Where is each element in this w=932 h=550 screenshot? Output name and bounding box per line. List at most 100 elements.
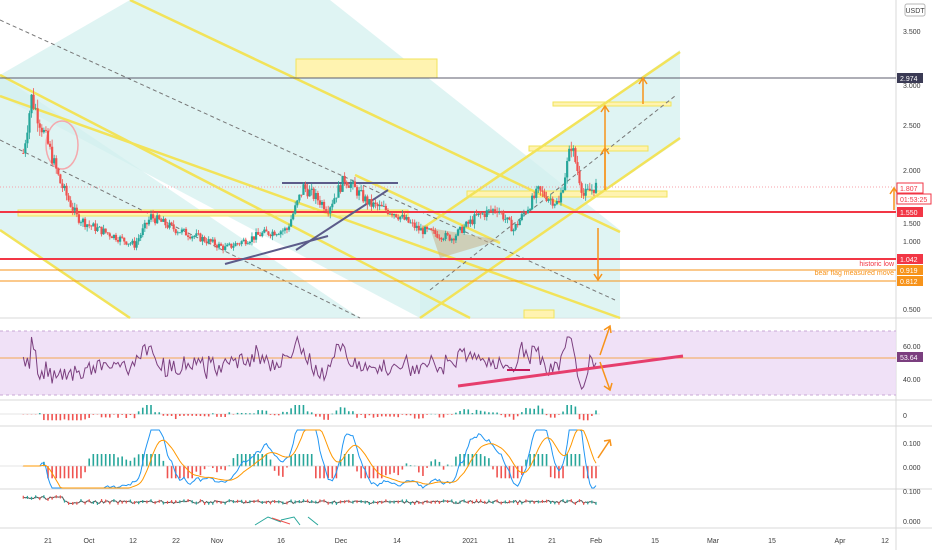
candle-body[interactable] bbox=[440, 237, 443, 240]
candle-body[interactable] bbox=[61, 183, 64, 189]
candle-body[interactable] bbox=[415, 225, 418, 228]
candle-body[interactable] bbox=[549, 198, 552, 200]
candle-body[interactable] bbox=[51, 146, 54, 164]
candle-body[interactable] bbox=[566, 161, 569, 178]
candle-body[interactable] bbox=[193, 235, 196, 237]
candle-body[interactable] bbox=[409, 222, 412, 224]
candle-body[interactable] bbox=[526, 209, 530, 214]
candle-body[interactable] bbox=[512, 229, 515, 232]
time-axis[interactable]: 21 Oct 12 22 Nov 16 Dec 14 2021 11 21 Fe… bbox=[44, 538, 889, 545]
candle-body[interactable] bbox=[570, 148, 573, 151]
candle-body[interactable] bbox=[300, 194, 303, 196]
candle-body[interactable] bbox=[376, 203, 379, 207]
candle-body[interactable] bbox=[55, 158, 58, 169]
candle-body[interactable] bbox=[119, 236, 122, 242]
countdown-tag[interactable]: 01:53:25 bbox=[896, 193, 932, 205]
candle-body[interactable] bbox=[551, 198, 554, 206]
candle-body[interactable] bbox=[528, 209, 532, 210]
candle-body[interactable] bbox=[24, 143, 27, 154]
candle-body[interactable] bbox=[374, 202, 377, 204]
candle-body[interactable] bbox=[353, 181, 357, 188]
candle-body[interactable] bbox=[275, 234, 278, 236]
candle-body[interactable] bbox=[298, 194, 301, 201]
candle-body[interactable] bbox=[166, 225, 169, 228]
candlestick-series[interactable] bbox=[22, 88, 598, 254]
candle-body[interactable] bbox=[281, 230, 284, 232]
candle-body[interactable] bbox=[112, 234, 116, 239]
candle-body[interactable] bbox=[48, 143, 52, 147]
candle-body[interactable] bbox=[283, 228, 287, 231]
candle-body[interactable] bbox=[129, 243, 132, 245]
price-tag-1807[interactable]: 1.807 bbox=[896, 182, 924, 194]
candle-body[interactable] bbox=[125, 241, 128, 245]
candle-body[interactable] bbox=[147, 219, 151, 225]
candle-body[interactable] bbox=[471, 219, 474, 225]
candle-body[interactable] bbox=[448, 234, 451, 241]
candle-body[interactable] bbox=[454, 235, 458, 241]
candle-body[interactable] bbox=[485, 210, 488, 217]
down-arrow[interactable] bbox=[599, 361, 611, 391]
candle-body[interactable] bbox=[257, 232, 260, 235]
midline-dashed[interactable] bbox=[0, 139, 361, 319]
candle-body[interactable] bbox=[366, 196, 369, 205]
candle-body[interactable] bbox=[320, 201, 324, 205]
candle-body[interactable] bbox=[106, 232, 109, 234]
candle-body[interactable] bbox=[203, 237, 206, 242]
candle-body[interactable] bbox=[594, 182, 598, 193]
candle-body[interactable] bbox=[226, 244, 229, 247]
candle-body[interactable] bbox=[273, 231, 276, 236]
candle-body[interactable] bbox=[110, 236, 113, 239]
candle-body[interactable] bbox=[351, 181, 355, 185]
candle-body[interactable] bbox=[145, 222, 148, 225]
candle-body[interactable] bbox=[65, 185, 68, 196]
candle-body[interactable] bbox=[205, 241, 208, 244]
candle-body[interactable] bbox=[71, 206, 74, 211]
candle-body[interactable] bbox=[561, 190, 565, 193]
up-arrow[interactable] bbox=[597, 439, 611, 459]
candle-body[interactable] bbox=[421, 228, 425, 235]
candle-body[interactable] bbox=[294, 205, 297, 214]
candle-body[interactable] bbox=[28, 113, 31, 133]
candle-body[interactable] bbox=[277, 234, 280, 236]
candle-body[interactable] bbox=[156, 215, 159, 224]
zone-box-1807[interactable] bbox=[466, 190, 668, 198]
candle-body[interactable] bbox=[411, 222, 414, 224]
candle-body[interactable] bbox=[217, 243, 221, 248]
candle-body[interactable] bbox=[123, 237, 126, 242]
candle-body[interactable] bbox=[580, 183, 583, 193]
candle-body[interactable] bbox=[537, 186, 540, 189]
candle-body[interactable] bbox=[90, 225, 93, 227]
candle-body[interactable] bbox=[215, 245, 219, 248]
candle-body[interactable] bbox=[168, 222, 171, 228]
candle-body[interactable] bbox=[242, 239, 245, 242]
candle-body[interactable] bbox=[405, 217, 408, 220]
candle-body[interactable] bbox=[32, 94, 35, 109]
bottom-indicator-pane[interactable]: 0.100 0.000 bbox=[22, 489, 921, 526]
candle-body[interactable] bbox=[121, 236, 124, 238]
candle-body[interactable] bbox=[491, 209, 495, 211]
candle-body[interactable] bbox=[325, 209, 328, 211]
candle-body[interactable] bbox=[36, 108, 39, 124]
candle-body[interactable] bbox=[403, 214, 406, 220]
candle-body[interactable] bbox=[590, 189, 593, 191]
candle-body[interactable] bbox=[302, 184, 305, 195]
indicator-line[interactable] bbox=[23, 496, 597, 505]
candle-body[interactable] bbox=[83, 218, 87, 228]
candle-body[interactable] bbox=[250, 236, 254, 242]
candle-body[interactable] bbox=[246, 243, 249, 245]
candle-body[interactable] bbox=[500, 211, 503, 213]
flag-line[interactable] bbox=[354, 173, 501, 245]
candle-body[interactable] bbox=[116, 240, 120, 242]
candle-body[interactable] bbox=[207, 239, 210, 244]
candle-body[interactable] bbox=[100, 226, 103, 235]
candle-body[interactable] bbox=[38, 123, 41, 128]
candle-body[interactable] bbox=[267, 231, 270, 235]
candle-body[interactable] bbox=[588, 188, 591, 191]
candle-body[interactable] bbox=[547, 199, 550, 201]
candle-body[interactable] bbox=[541, 190, 544, 192]
candle-body[interactable] bbox=[30, 94, 33, 114]
midline-dashed[interactable] bbox=[429, 95, 676, 291]
candle-body[interactable] bbox=[463, 226, 466, 233]
ascending-channel-top-line[interactable] bbox=[419, 50, 681, 232]
candle-body[interactable] bbox=[63, 185, 66, 189]
